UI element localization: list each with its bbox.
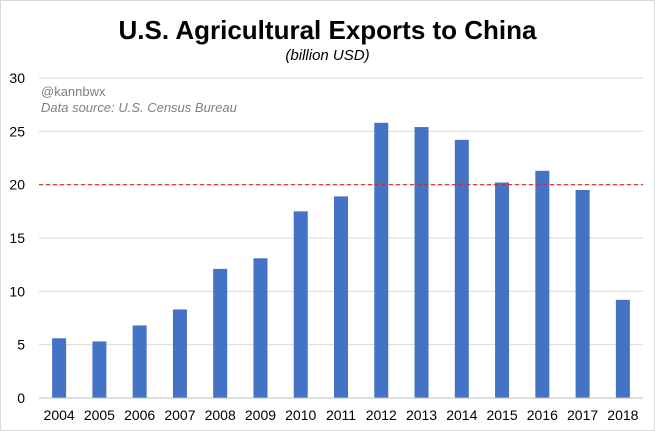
bar: [253, 258, 268, 398]
bar: [92, 341, 107, 398]
x-tick-label: 2013: [406, 407, 437, 423]
y-tick-label: 0: [17, 390, 25, 406]
x-tick-label: 2006: [124, 407, 155, 423]
x-tick-label: 2004: [44, 407, 75, 423]
bar: [615, 299, 630, 398]
x-tick-label: 2008: [205, 407, 236, 423]
x-tick-label: 2014: [446, 407, 477, 423]
x-tick-label: 2009: [245, 407, 276, 423]
x-tick-label: 2007: [164, 407, 195, 423]
x-tick-label: 2011: [326, 407, 356, 423]
bar: [172, 309, 187, 398]
y-tick-label: 5: [17, 337, 25, 353]
x-tick-label: 2016: [527, 407, 558, 423]
bar: [414, 127, 429, 399]
bar: [132, 325, 147, 398]
x-tick-label: 2017: [567, 407, 598, 423]
bar: [213, 268, 228, 398]
x-tick-label: 2018: [607, 407, 638, 423]
y-tick-label: 15: [9, 230, 25, 246]
bar: [535, 170, 550, 398]
author-handle: @kannbwx: [41, 84, 106, 99]
y-tick-label: 25: [9, 123, 25, 139]
x-tick-label: 2010: [285, 407, 316, 423]
bar: [52, 338, 67, 398]
x-tick-label: 2005: [84, 407, 115, 423]
y-tick-label: 30: [9, 70, 25, 86]
bar: [575, 190, 590, 398]
x-tick-label: 2012: [366, 407, 397, 423]
y-tick-label: 10: [9, 283, 25, 299]
y-tick-label: 20: [9, 177, 25, 193]
data-source-note: Data source: U.S. Census Bureau: [41, 100, 237, 115]
bar: [334, 196, 348, 398]
x-tick-label: 2015: [486, 407, 517, 423]
chart-title: U.S. Agricultural Exports to China: [118, 15, 537, 45]
bar: [454, 139, 469, 398]
bar: [495, 182, 510, 398]
chart-subtitle: (billion USD): [285, 47, 370, 64]
bar: [374, 122, 389, 399]
bar: [293, 211, 308, 398]
